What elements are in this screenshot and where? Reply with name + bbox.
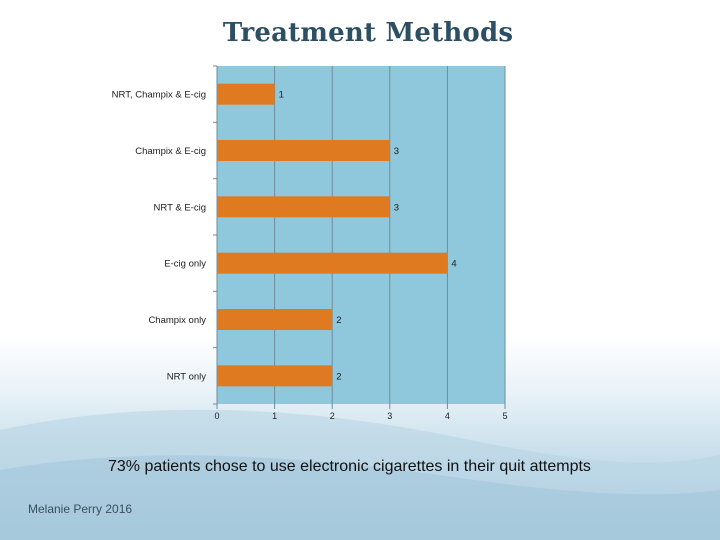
bar — [217, 83, 275, 105]
category-label: Champix & E-cig — [135, 146, 206, 157]
slide-caption: 73% patients chose to use electronic cig… — [108, 458, 591, 475]
category-label: NRT, Champix & E-cig — [112, 90, 206, 101]
bar — [217, 365, 333, 387]
data-label: 3 — [394, 202, 399, 213]
x-tick-label: 0 — [214, 411, 219, 421]
x-tick-label: 2 — [330, 411, 335, 421]
data-label: 2 — [336, 371, 341, 382]
data-label: 4 — [451, 259, 456, 270]
x-tick-label: 1 — [272, 411, 277, 421]
author-credit: Melanie Perry 2016 — [28, 502, 133, 516]
data-label: 3 — [394, 146, 399, 157]
bar — [217, 252, 448, 274]
data-label: 1 — [279, 90, 284, 101]
data-label: 2 — [336, 315, 341, 326]
x-tick-label: 3 — [387, 411, 392, 421]
x-tick-label: 5 — [502, 411, 507, 421]
bar — [217, 309, 333, 330]
slide-title: Treatment Methods — [222, 18, 514, 48]
category-label: NRT & E-cig — [154, 202, 206, 213]
bar — [217, 140, 390, 161]
category-label: E-cig only — [164, 259, 206, 270]
plot-area — [217, 66, 505, 404]
x-tick-label: 4 — [445, 411, 450, 421]
bar — [217, 196, 390, 218]
category-label: NRT only — [167, 371, 206, 382]
category-label: Champix only — [148, 315, 206, 326]
